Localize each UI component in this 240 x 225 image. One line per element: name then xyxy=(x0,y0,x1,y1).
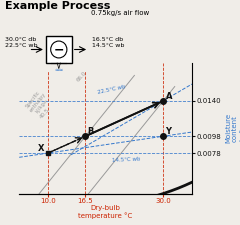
Y-axis label: Moisture
content
kg/kgₐₙ: Moisture content kg/kgₐₙ xyxy=(225,113,240,143)
Text: 40.5: 40.5 xyxy=(39,107,51,119)
Text: 16.5°C db
14.5°C wb: 16.5°C db 14.5°C wb xyxy=(92,37,125,48)
Text: 14.5°C wb: 14.5°C wb xyxy=(111,156,140,162)
Text: −: − xyxy=(54,43,64,56)
FancyBboxPatch shape xyxy=(46,36,72,63)
X-axis label: Dry-bulb
temperature °C: Dry-bulb temperature °C xyxy=(78,205,133,219)
Text: Specific
enthalpy
kJ/kgₐₙ: Specific enthalpy kJ/kgₐₙ xyxy=(24,88,51,117)
Text: X: X xyxy=(38,144,44,153)
Text: 0.75kg/s air flow: 0.75kg/s air flow xyxy=(91,10,149,16)
Text: ≈≈: ≈≈ xyxy=(54,68,63,72)
Text: 66.0: 66.0 xyxy=(75,70,87,82)
Text: Y: Y xyxy=(165,127,171,136)
Text: 30.0°C db
22.5°C wb: 30.0°C db 22.5°C wb xyxy=(5,37,37,48)
Circle shape xyxy=(51,41,67,58)
Text: A: A xyxy=(166,92,172,101)
Text: Example Process: Example Process xyxy=(5,1,110,11)
Text: B: B xyxy=(87,127,94,136)
Text: 22.5°C wb: 22.5°C wb xyxy=(97,84,126,95)
